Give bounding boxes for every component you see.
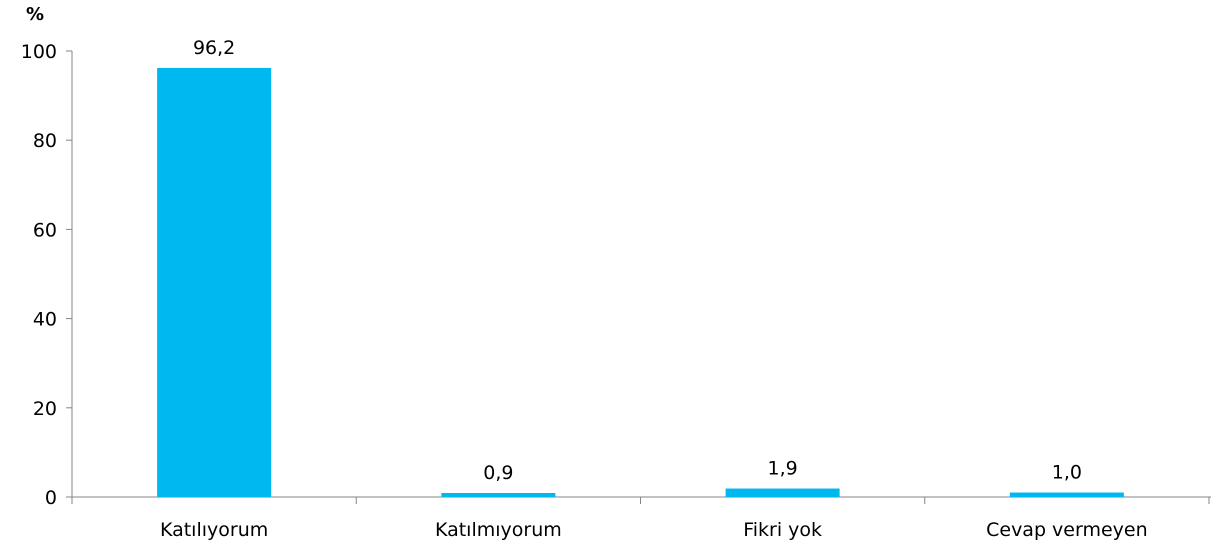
bar [1009, 492, 1124, 497]
y-tick-label: 80 [33, 130, 57, 152]
category-label: Katılmıyorum [435, 519, 562, 541]
category-label: Fikri yok [743, 519, 822, 541]
data-label: 96,2 [193, 37, 235, 59]
bars [157, 67, 1124, 497]
data-label: 1,9 [768, 458, 798, 480]
data-label: 1,0 [1052, 462, 1082, 484]
bar [441, 492, 556, 497]
data-label: 0,9 [483, 462, 513, 484]
bar [725, 488, 840, 497]
y-tick-label: 20 [33, 398, 57, 420]
category-label: Cevap vermeyen [986, 519, 1148, 541]
category-label: Katılıyorum [160, 519, 268, 541]
data-labels: 96,2 0,9 1,9 1,0 [193, 37, 1082, 484]
bar [157, 67, 272, 497]
axes: 0 20 40 60 80 100 Katılıyorum Katılmıyorum Fikri… [21, 41, 1211, 541]
y-tick-label: 60 [33, 219, 57, 241]
y-tick-label: 40 [33, 309, 57, 331]
y-axis-unit-label: % [26, 4, 45, 25]
y-tick-label: 100 [21, 41, 57, 63]
y-tick-label: 0 [45, 487, 57, 509]
